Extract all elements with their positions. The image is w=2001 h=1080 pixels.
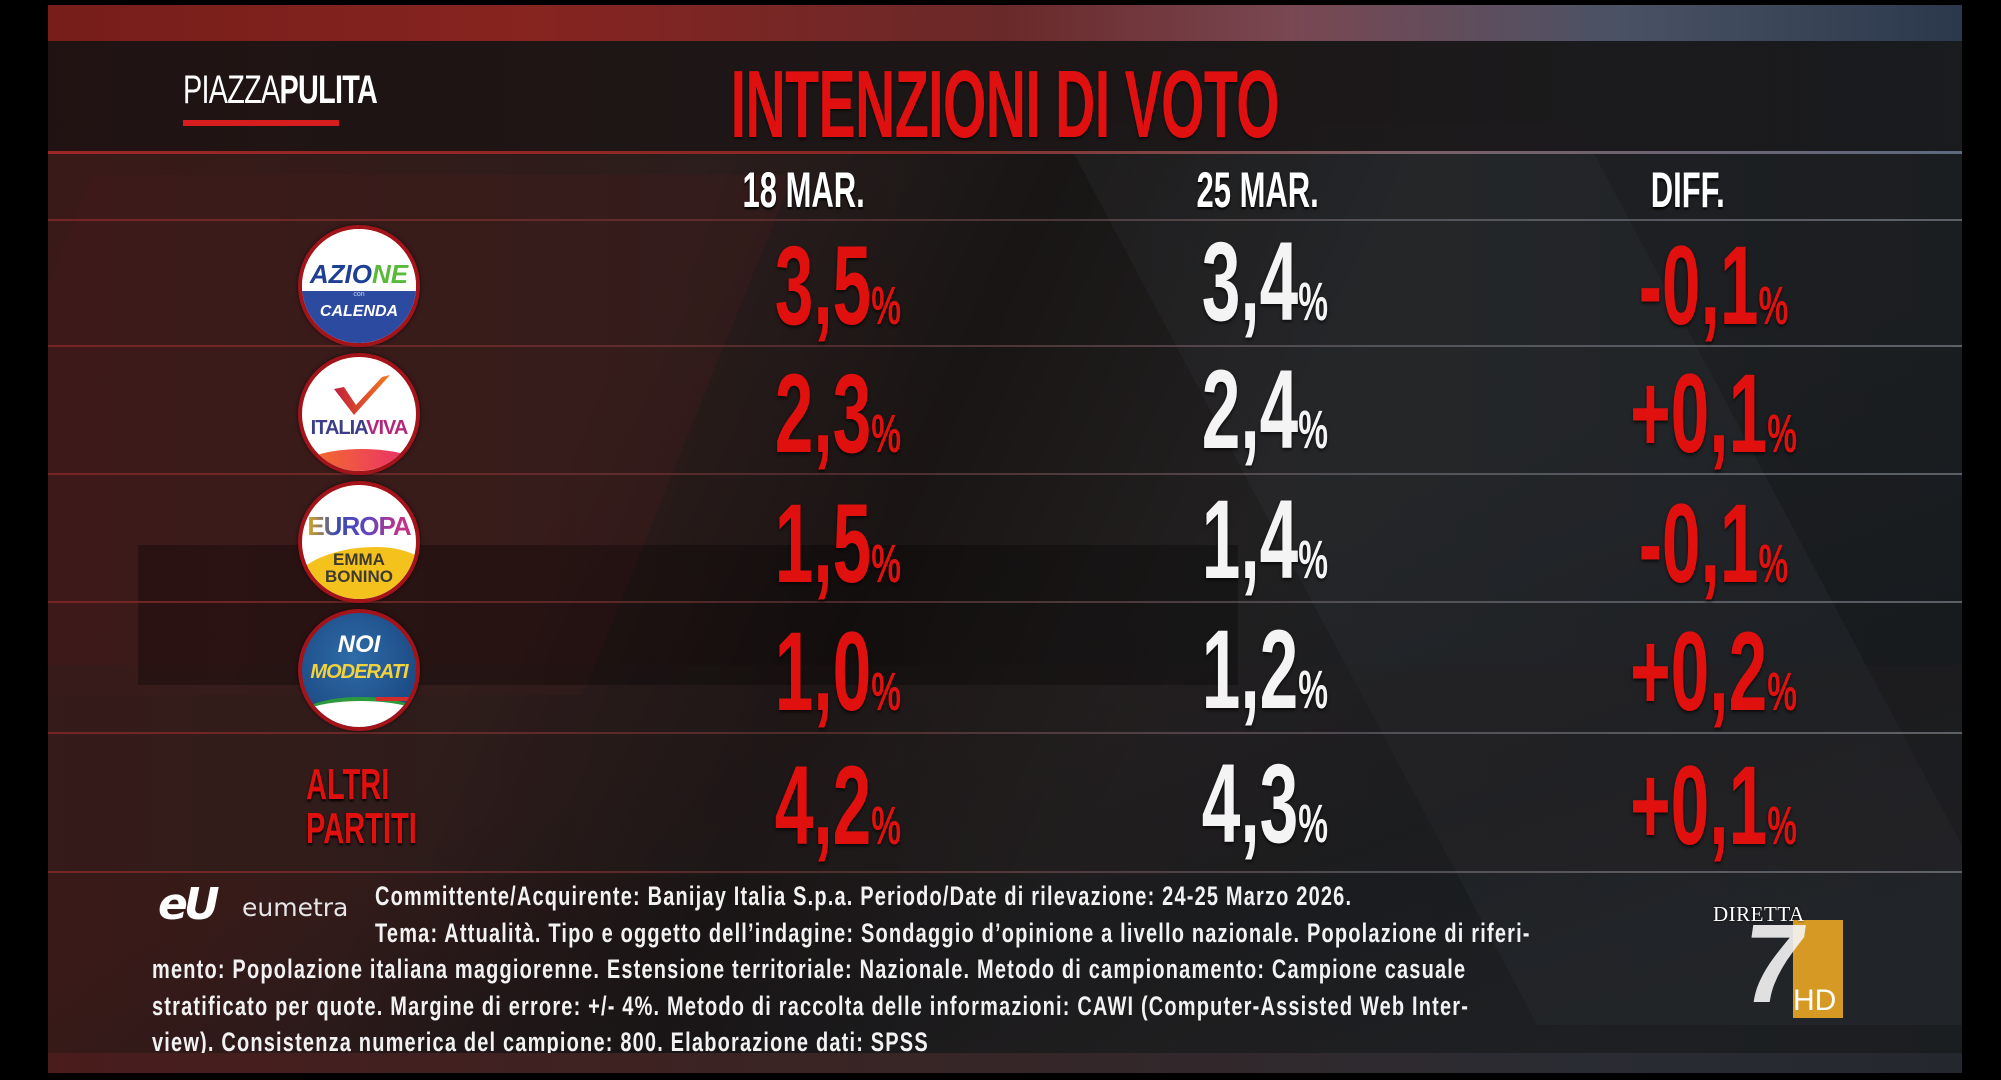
column-header-diff: DIFF. bbox=[1650, 162, 1726, 218]
top-texture-band bbox=[48, 5, 1962, 41]
divider bbox=[48, 601, 1962, 603]
piu-europa-logo-icon: EUROPA EMMA BONINO bbox=[298, 481, 420, 603]
value-diff: -0,1% bbox=[1639, 481, 1789, 606]
value-curr: 1,2% bbox=[1201, 607, 1329, 732]
bottom-texture-strip bbox=[48, 1053, 1962, 1073]
channel-badge-square bbox=[1793, 920, 1843, 1018]
methodology-note-continued: mento: Popolazione italiana maggiorenne.… bbox=[152, 954, 1470, 1057]
azione-logo-icon: AZIONE con CALENDA bbox=[298, 225, 420, 347]
value-diff: -0,1% bbox=[1639, 223, 1789, 348]
italia-viva-logo-icon: ITALIAVIVA bbox=[298, 353, 420, 475]
divider bbox=[48, 345, 1962, 347]
program-logo-part2: PULITA bbox=[279, 68, 378, 112]
value-diff: +0,2% bbox=[1630, 609, 1798, 734]
value-diff: +0,1% bbox=[1630, 743, 1798, 868]
live-label: DIRETTA bbox=[1713, 902, 1805, 926]
divider bbox=[48, 151, 1962, 154]
hd-label: HD bbox=[1793, 984, 1837, 1017]
value-curr: 2,4% bbox=[1201, 347, 1329, 472]
divider bbox=[48, 473, 1962, 475]
eumetra-mark-icon: eU bbox=[158, 879, 220, 930]
poll-graphic: PIAZZAPULITA INTENZIONI DI VOTO 18 MAR. … bbox=[48, 5, 1962, 1073]
value-prev: 4,2% bbox=[774, 743, 902, 868]
value-diff: +0,1% bbox=[1630, 351, 1798, 476]
program-logo-underline bbox=[183, 120, 339, 126]
channel-badge: 7 DIRETTA HD bbox=[1713, 901, 1853, 1026]
program-logo-part1: PIAZZA bbox=[183, 68, 280, 112]
methodology-note: Committente/Acquirente: Banijay Italia S… bbox=[375, 881, 1531, 948]
value-prev: 1,5% bbox=[774, 481, 902, 606]
divider bbox=[48, 219, 1962, 221]
program-logo: PIAZZAPULITA bbox=[183, 68, 453, 130]
noi-moderati-logo-icon: NOI MODERATI bbox=[298, 609, 420, 731]
divider bbox=[48, 871, 1962, 873]
column-header-prev: 18 MAR. bbox=[742, 162, 866, 218]
value-prev: 3,5% bbox=[774, 223, 902, 348]
value-curr: 3,4% bbox=[1201, 219, 1329, 344]
check-icon bbox=[334, 375, 390, 415]
value-curr: 1,4% bbox=[1201, 477, 1329, 602]
title-band bbox=[48, 41, 1962, 153]
altri-partiti-label: ALTRI PARTITI bbox=[306, 760, 417, 853]
value-curr: 4,3% bbox=[1201, 741, 1329, 866]
page-title: INTENZIONI DI VOTO bbox=[730, 51, 1280, 158]
pollster-name: eumetra bbox=[242, 893, 349, 922]
divider bbox=[48, 732, 1962, 734]
column-header-curr: 25 MAR. bbox=[1196, 162, 1320, 218]
value-prev: 2,3% bbox=[774, 351, 902, 476]
value-prev: 1,0% bbox=[774, 609, 902, 734]
